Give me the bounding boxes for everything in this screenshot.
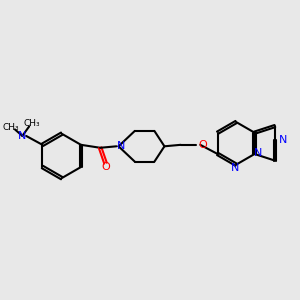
Text: CH₃: CH₃ [2, 123, 19, 132]
Text: N: N [18, 131, 26, 141]
Text: CH₃: CH₃ [23, 119, 40, 128]
Text: N: N [117, 141, 126, 151]
Text: O: O [198, 140, 207, 150]
Text: N: N [254, 148, 262, 158]
Text: N: N [231, 163, 240, 173]
Text: N: N [279, 135, 287, 146]
Text: O: O [101, 162, 110, 172]
